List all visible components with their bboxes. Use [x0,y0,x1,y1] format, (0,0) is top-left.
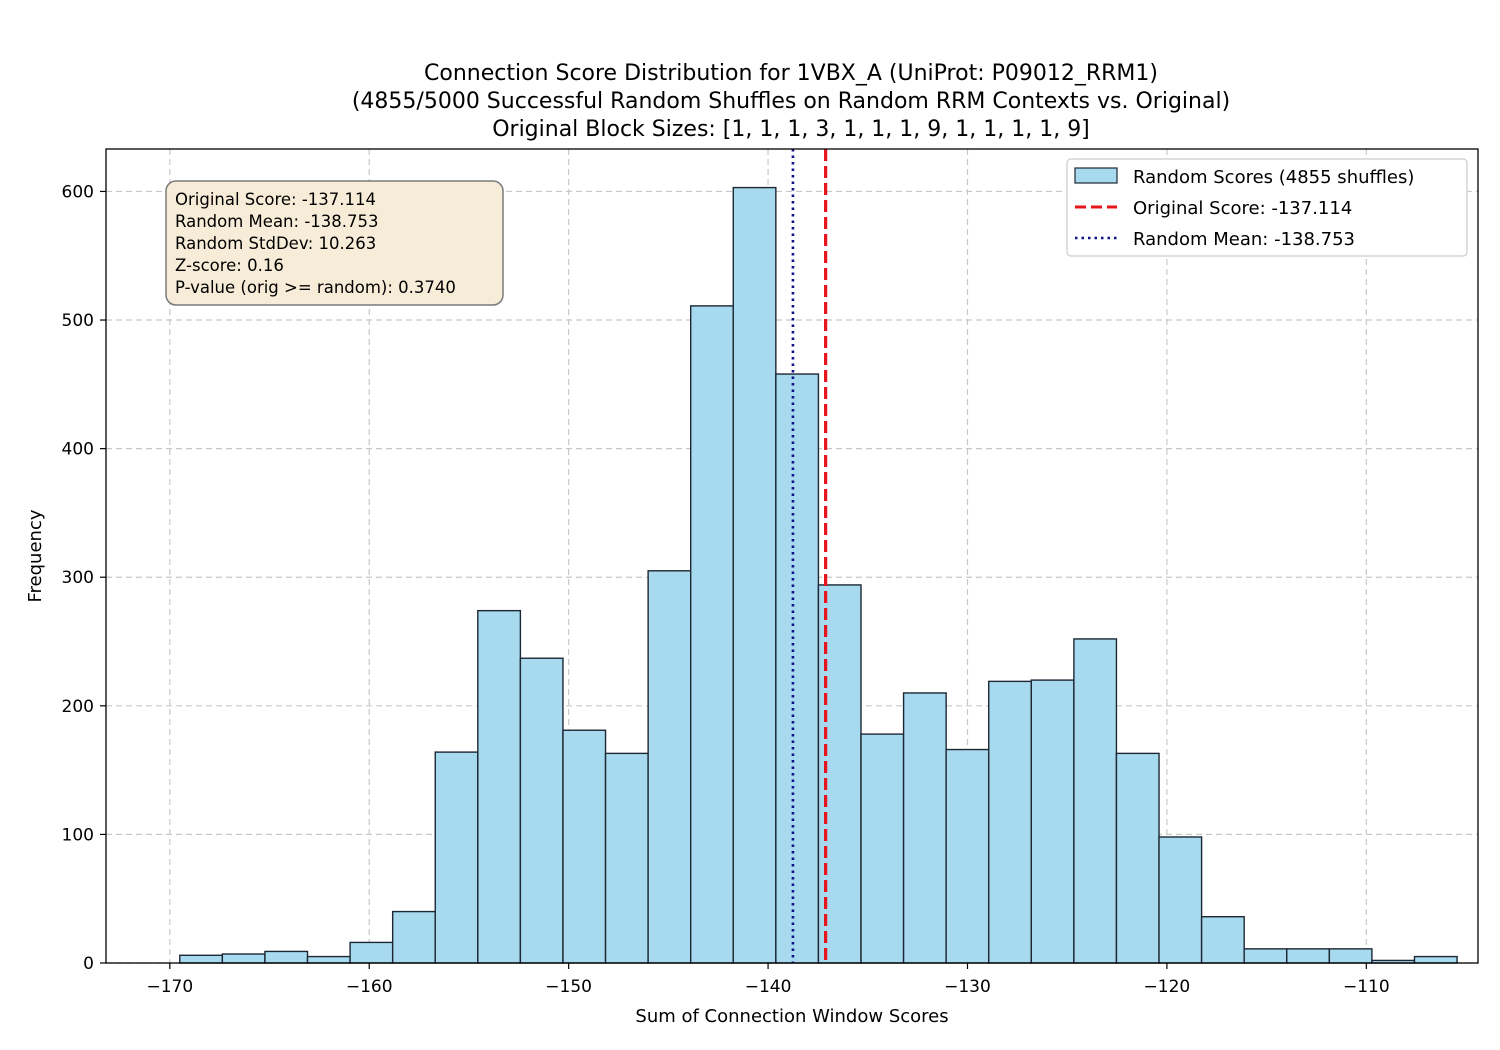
histogram-bar [1286,948,1331,964]
chart-title-line-1: Connection Score Distribution for 1VBX_A… [424,61,1158,86]
stats-random-stddev: Random StdDev: 10.263 [175,234,376,253]
histogram-bar [477,609,522,964]
histogram-bar [604,752,649,964]
y-tick-label: 400 [62,440,94,460]
stats-box: Original Score: -137.114 Random Mean: -1… [165,180,504,306]
y-tick-label: 100 [62,825,94,845]
histogram-bar [1073,638,1118,964]
legend-swatch-histogram [1074,167,1118,184]
x-axis-label: Sum of Connection Window Scores [635,1006,948,1027]
histogram-bar [221,953,266,964]
histogram-bar [1158,836,1203,964]
histogram-bar [902,692,947,964]
stats-z-score: Z-score: 0.16 [175,256,284,275]
x-tick-label: −120 [1144,977,1191,997]
histogram-bar [1243,948,1288,964]
y-tick-label: 0 [83,954,94,974]
chart-title-line-3: Original Block Sizes: [1, 1, 1, 3, 1, 1,… [492,117,1090,142]
x-tick-label: −140 [745,977,792,997]
y-axis-label: Frequency [25,509,46,602]
histogram-bar [945,748,990,964]
stats-box-background [165,180,504,306]
histogram-bar [391,910,436,964]
x-tick-label: −170 [146,977,193,997]
histogram-bar [647,570,692,964]
legend: Random Scores (4855 shuffles) Original S… [1066,158,1468,257]
y-tick-label: 200 [62,697,94,717]
histogram-bar [349,941,394,964]
histogram-bar [732,186,777,964]
axis-ticks: −170 −160 −150 −140 −130 −120 −110 0 100 200 300 40… [62,182,1390,997]
histogram-bar [179,954,224,964]
y-tick-label: 500 [62,311,94,331]
histogram-bar [264,950,309,964]
histogram-bar [1115,752,1160,964]
x-tick-label: −150 [545,977,592,997]
x-tick-label: −110 [1343,977,1390,997]
histogram-bar [434,751,479,964]
histogram-bar [1413,955,1458,964]
stats-p-value: P-value (orig >= random): 0.3740 [175,278,456,297]
stats-original-score: Original Score: -137.114 [175,190,376,209]
histogram-bar [562,729,607,964]
histogram-bar [988,680,1033,964]
x-tick-label: −160 [346,977,393,997]
histogram-bar [860,733,905,964]
reference-lines [791,149,828,963]
histogram-bars [179,186,1458,964]
chart-title-line-2: (4855/5000 Successful Random Shuffles on… [352,89,1230,114]
legend-label-random-mean: Random Mean: -138.753 [1133,229,1355,250]
stats-random-mean: Random Mean: -138.753 [175,212,379,231]
histogram-bar [1030,679,1075,964]
histogram-bar [775,373,820,964]
legend-background [1066,158,1468,257]
histogram-bar [1200,916,1245,964]
x-tick-label: −130 [944,977,991,997]
y-tick-label: 300 [62,568,94,588]
legend-label-histogram: Random Scores (4855 shuffles) [1133,167,1414,188]
plot-frame [105,148,1479,964]
y-tick-label: 600 [62,182,94,202]
legend-label-original-score: Original Score: -137.114 [1133,198,1352,219]
histogram-bar [519,657,564,964]
histogram-bar [1328,948,1373,964]
histogram-bar [689,305,734,964]
histogram-bar [306,955,351,964]
